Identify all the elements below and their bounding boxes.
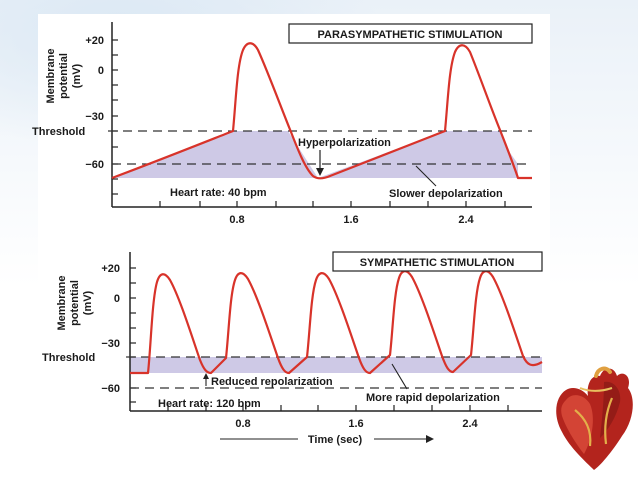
title-box-top <box>288 23 533 44</box>
reduced-repolarization-label: Reduced repolarization <box>211 376 333 388</box>
y-ticks-top <box>112 39 118 195</box>
y-tick-label-bottom: +20 <box>101 263 120 275</box>
x-ticks-bottom <box>167 405 509 411</box>
x-tick-label-bottom: 1.6 <box>348 418 363 430</box>
y-tick-label-top: −60 <box>85 159 104 171</box>
y-tick-label-top: −30 <box>85 111 104 123</box>
threshold-label-bottom: Threshold <box>42 352 95 364</box>
y-ticks-bottom <box>130 267 136 403</box>
title-box-bottom <box>332 251 543 272</box>
action-potential-trace-bottom <box>130 270 543 375</box>
panel-title-bottom: SYMPATHETIC STIMULATION <box>360 257 515 269</box>
slower-depolarization-pointer <box>415 165 437 187</box>
shaded-region-bottom <box>130 357 542 373</box>
rapid-depolarization-pointer <box>391 363 408 390</box>
y-axis-label-bottom-2: potential <box>69 280 81 326</box>
hyperpolarization-arrowhead <box>316 168 324 176</box>
x-tick-label-bottom: 2.4 <box>462 418 478 430</box>
y-axis-label-top-2: potential <box>58 53 70 99</box>
y-tick-label-top: +20 <box>85 35 104 47</box>
y-axis-label-top-1: Membrane <box>45 48 57 103</box>
action-potential-trace-top <box>111 42 532 180</box>
heart-illustration <box>556 366 633 470</box>
x-tick-label-top: 0.8 <box>229 214 244 226</box>
heart-rate-label-top: Heart rate: 40 bpm <box>170 187 267 199</box>
figure-card <box>38 14 550 456</box>
hyperpolarization-label: Hyperpolarization <box>298 137 391 149</box>
x-ticks-top <box>159 201 506 207</box>
y-tick-label-bottom: −60 <box>101 383 120 395</box>
y-axis-label-bottom-3: (mV) <box>82 290 94 315</box>
x-tick-label-top: 1.6 <box>343 214 358 226</box>
heart-rate-label-bottom: Heart rate: 120 bpm <box>158 398 261 410</box>
threshold-label-top: Threshold <box>32 126 85 138</box>
y-tick-label-bottom: −30 <box>101 338 120 350</box>
y-tick-label-bottom: 0 <box>114 293 120 305</box>
x-tick-label-bottom: 0.8 <box>235 418 250 430</box>
y-axis-label-top-3: (mV) <box>71 63 83 88</box>
more-rapid-depolarization-label: More rapid depolarization <box>366 392 500 404</box>
reduced-repolarization-arrowhead <box>203 373 209 379</box>
panel-sympathetic: SYMPATHETIC STIMULATION Membrane potenti… <box>42 251 543 446</box>
panel-parasympathetic: PARASYMPATHETIC STIMULATION Membrane pot… <box>32 22 533 226</box>
y-axis-label-bottom-1: Membrane <box>56 275 68 330</box>
slower-depolarization-label: Slower depolarization <box>389 188 503 200</box>
x-tick-label-top: 2.4 <box>458 214 474 226</box>
y-tick-label-top: 0 <box>98 65 104 77</box>
panel-title-top: PARASYMPATHETIC STIMULATION <box>318 29 503 41</box>
x-axis-label-bottom: Time (sec) <box>308 434 363 446</box>
time-arrowhead <box>426 435 434 443</box>
